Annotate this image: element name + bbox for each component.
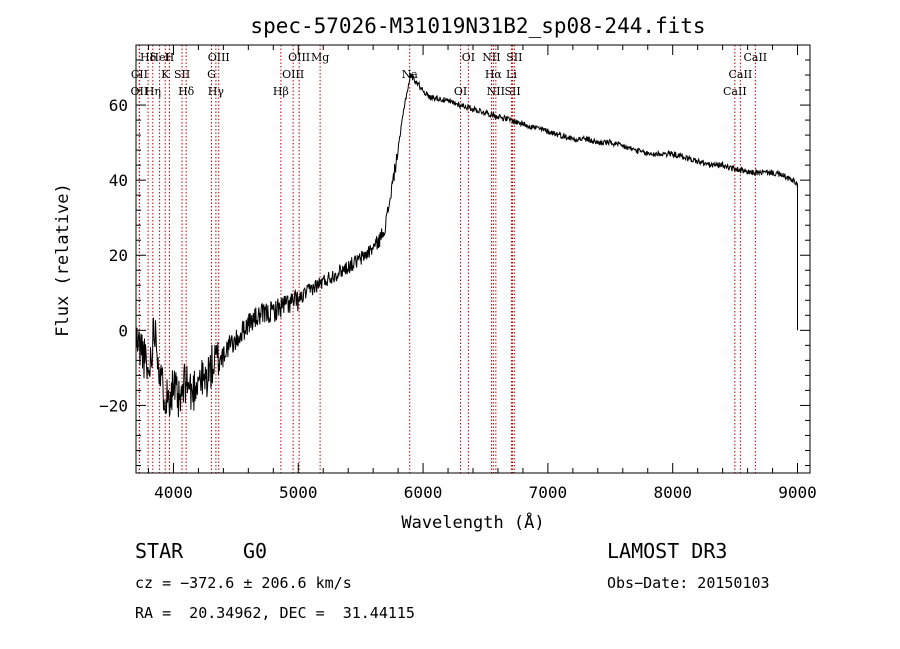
y-tick-label: −20 (99, 396, 128, 415)
y-axis: −20 0 20 40 60 (99, 44, 810, 466)
line-marker-label-group: Hδ K Hδ OIII OIII OII HeI SII Hγ OIII CII Hη H G Hβ Mg N… (131, 51, 768, 98)
line-marker-label: OIII (208, 51, 230, 64)
line-marker-label: NII (482, 51, 500, 64)
y-tick-label: 0 (118, 321, 128, 340)
line-marker-label: HeI (149, 51, 169, 64)
y-tick-label: 40 (109, 171, 128, 190)
x-axis-label: Wavelength (Å) (401, 511, 544, 533)
x-tick-label: 9000 (778, 483, 817, 502)
x-tick-label: 6000 (404, 483, 443, 502)
survey-name: LAMOST DR3 (607, 539, 728, 563)
line-marker-label: Hδ (178, 85, 195, 98)
x-tick-label: 8000 (653, 483, 692, 502)
line-marker-label: Hα (485, 68, 503, 81)
object-subclass: G0 (243, 539, 268, 563)
x-tick-label: 4000 (154, 483, 193, 502)
line-marker-label: OI (454, 85, 467, 98)
line-marker-label: CaII (743, 51, 767, 64)
line-marker-label: SII (504, 85, 520, 98)
redshift-cz: cz = −372.6 ± 206.6 km/s (135, 574, 352, 592)
x-tick-label: 5000 (279, 483, 318, 502)
line-marker-label: CaII (729, 68, 753, 81)
line-marker-label: Hη (145, 85, 161, 98)
line-marker-label: OIII (282, 68, 304, 81)
line-marker-label: CaII (723, 85, 747, 98)
line-marker-label: Li (506, 68, 517, 81)
line-marker-label: OII (131, 85, 149, 98)
line-marker-label: SII (174, 68, 190, 81)
line-marker-label: Hδ (140, 51, 157, 64)
line-marker-group (138, 45, 756, 473)
spectrum-line (135, 72, 798, 418)
y-tick-label: 60 (109, 96, 128, 115)
line-marker-label: Hβ (273, 85, 289, 98)
x-tick-label: 7000 (529, 483, 568, 502)
y-axis-label: Flux (relative) (53, 183, 73, 337)
chart-title: spec-57026-M31019N31B2_sp08-244.fits (250, 14, 705, 38)
line-marker-label: Hγ (208, 85, 225, 98)
line-marker-label: G (207, 68, 216, 81)
line-marker-label: NII (487, 85, 505, 98)
line-marker-label: Mg (311, 51, 329, 64)
line-marker-label: CII (131, 68, 148, 81)
coordinates: RA = 20.34962, DEC = 31.44115 (135, 604, 415, 622)
observation-date: Obs−Date: 20150103 (607, 574, 770, 592)
y-tick-label: 20 (109, 246, 128, 265)
line-marker-label: OI (462, 51, 475, 64)
line-marker-label: OIII (288, 51, 310, 64)
line-marker-label: SII (506, 51, 522, 64)
line-marker-label: K (161, 68, 170, 81)
x-axis: 4000 5000 6000 7000 8000 9000 (147, 45, 817, 502)
object-class: STAR (135, 539, 184, 563)
line-marker-label: H (165, 51, 175, 64)
